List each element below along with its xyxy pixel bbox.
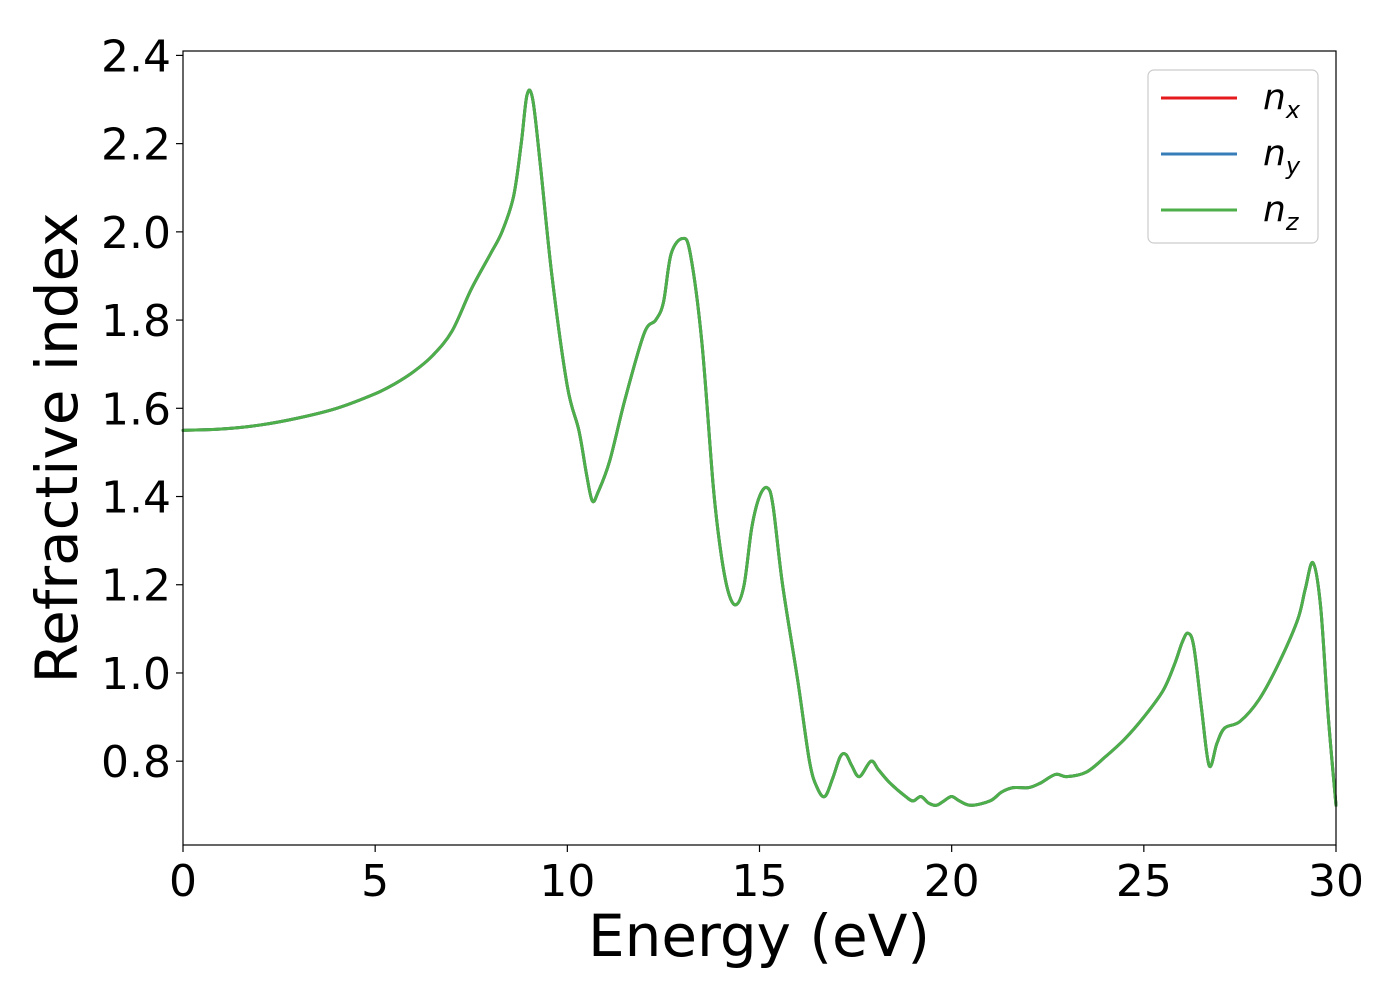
x-tick-label: 25 xyxy=(1116,856,1172,907)
legend-box xyxy=(1147,69,1319,244)
series-line-nz xyxy=(181,88,1338,807)
series-layer xyxy=(181,88,1338,807)
x-tick-label: 30 xyxy=(1308,856,1364,907)
x-tick-label: 15 xyxy=(732,856,788,907)
legend-label-subscript: y xyxy=(1285,152,1301,180)
x-tick-label: 0 xyxy=(169,856,197,907)
legend-label-subscript: x xyxy=(1285,96,1301,124)
x-tick-label: 20 xyxy=(924,856,980,907)
y-tick-label: 2.4 xyxy=(101,31,171,82)
legend-label-base: n xyxy=(1263,133,1286,174)
legend-label-nz: nz xyxy=(1263,189,1300,236)
x-axis-title: Energy (eV) xyxy=(588,902,930,970)
legend-label-ny: ny xyxy=(1263,133,1301,180)
y-axis-title: Refractive index xyxy=(23,212,91,683)
y-tick-label: 2.2 xyxy=(101,120,171,171)
y-tick-label: 0.8 xyxy=(101,737,171,788)
y-tick-label: 1.0 xyxy=(101,649,171,700)
y-tick-label: 1.2 xyxy=(101,561,171,612)
x-axis-ticks: 0 5 10 15 20 25 30 xyxy=(169,845,1364,907)
legend-label-nx: nx xyxy=(1263,77,1301,124)
y-tick-label: 1.4 xyxy=(101,473,171,524)
x-tick-label: 5 xyxy=(361,856,389,907)
legend-label-base: n xyxy=(1263,189,1286,230)
y-axis-ticks: 0.8 1.0 1.2 1.4 1.6 1.8 2.0 2.2 2.4 xyxy=(101,31,183,788)
legend-label-subscript: z xyxy=(1285,208,1300,236)
y-tick-label: 1.8 xyxy=(101,296,171,347)
y-tick-label: 2.0 xyxy=(101,208,171,259)
x-tick-label: 10 xyxy=(539,856,595,907)
legend-label-base: n xyxy=(1263,77,1286,118)
y-tick-label: 1.6 xyxy=(101,384,171,435)
